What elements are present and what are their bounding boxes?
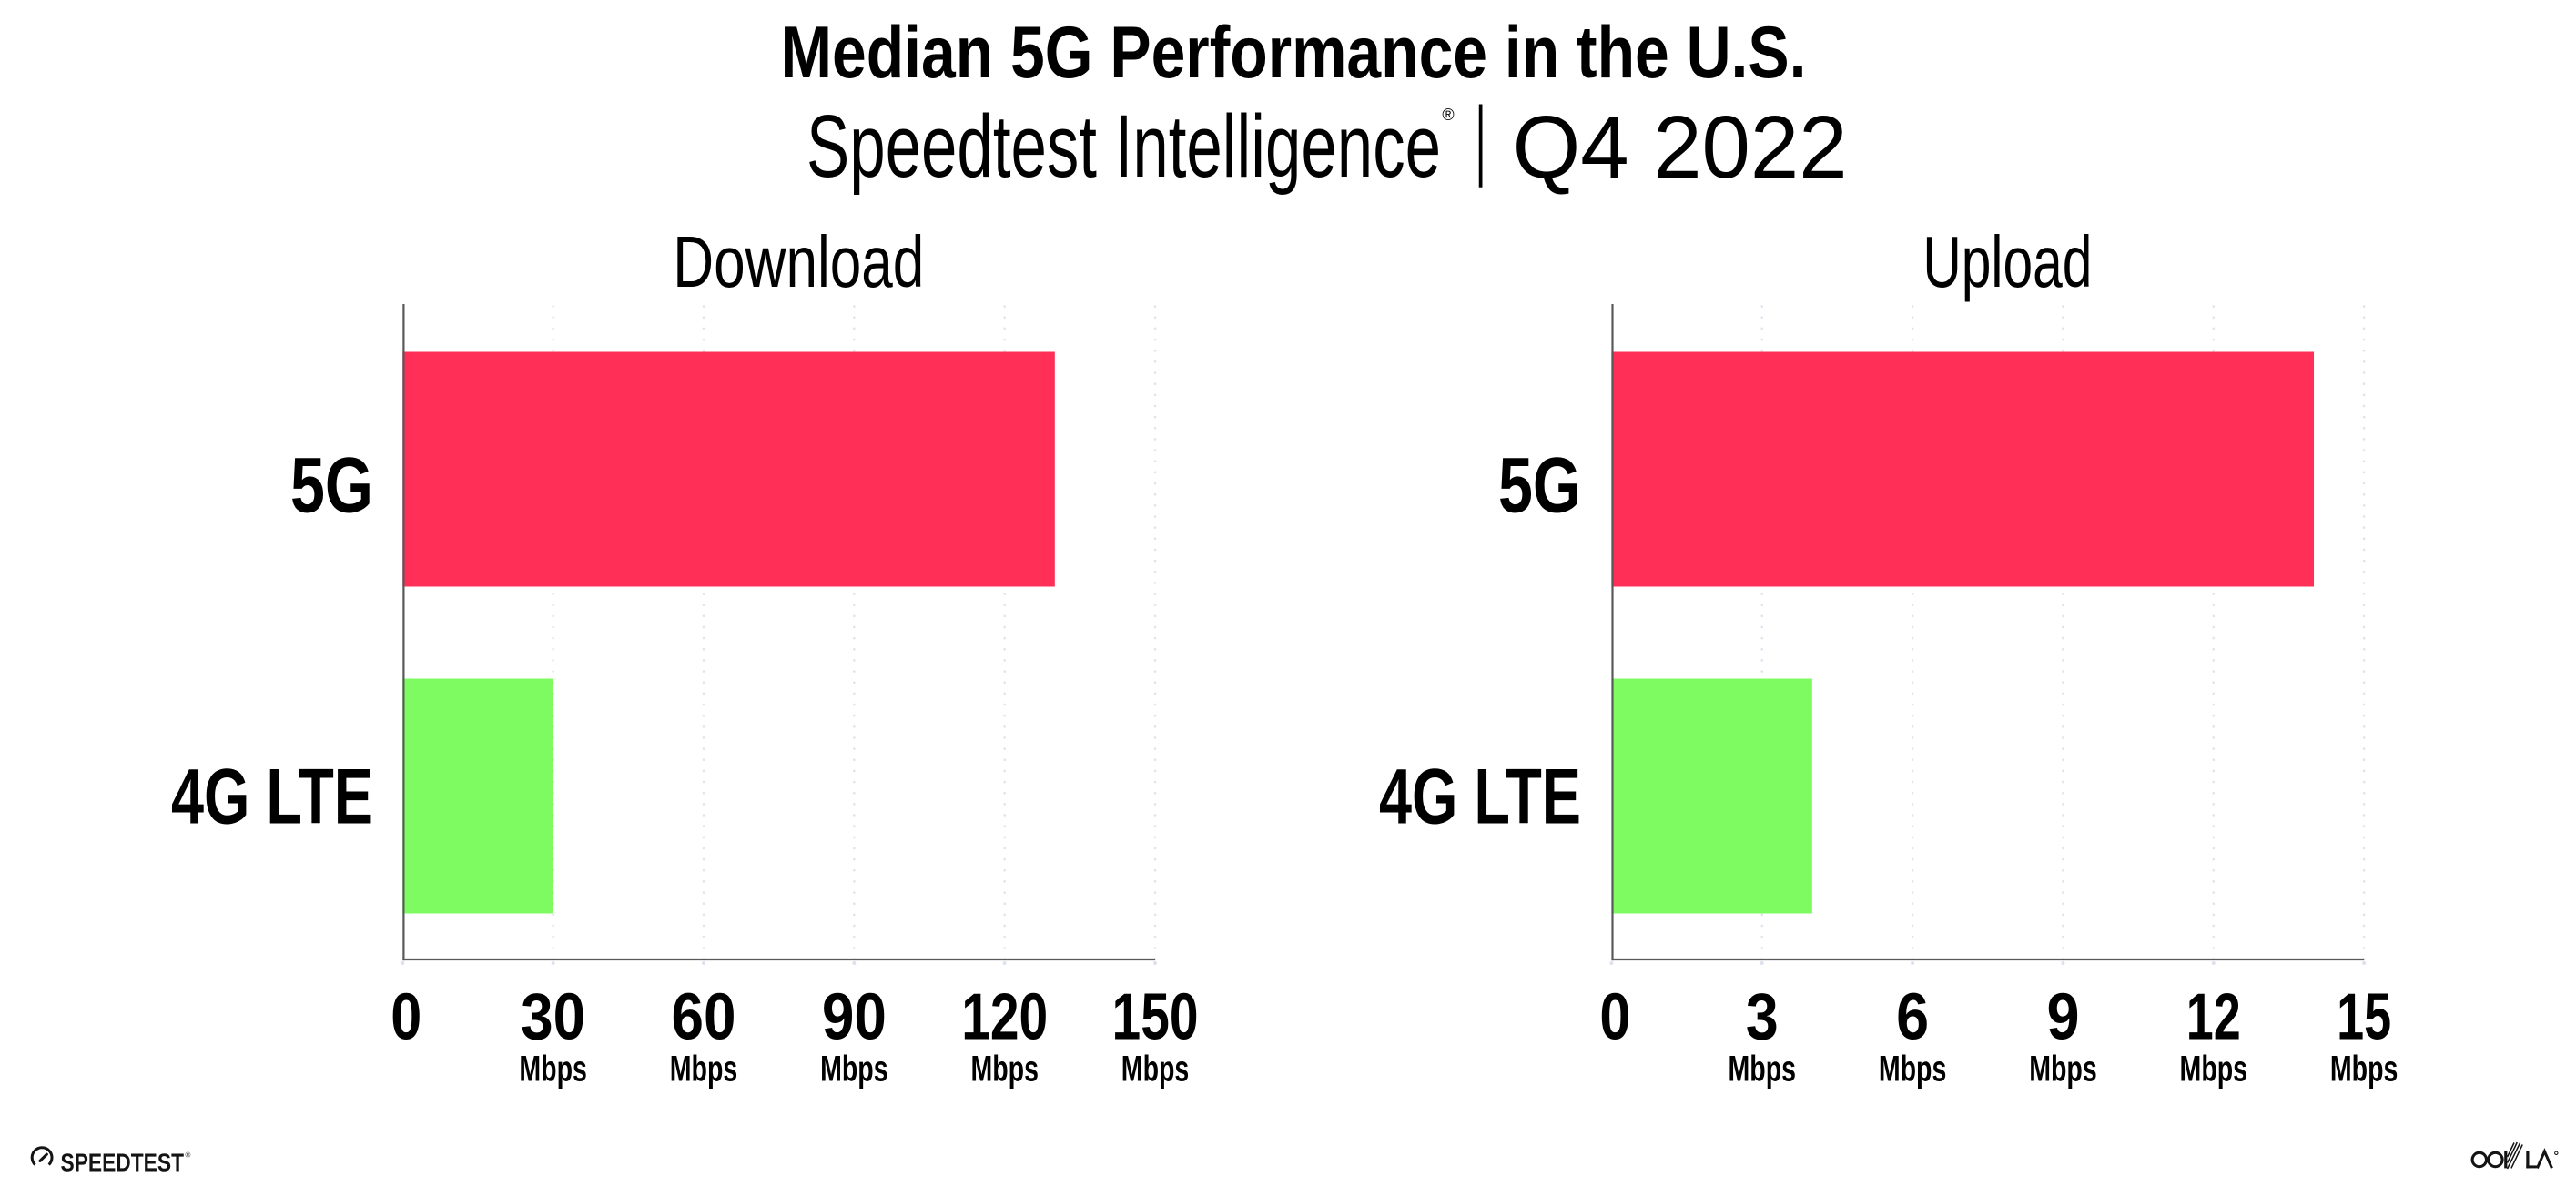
x-tick-label: 150 [1112, 980, 1199, 1053]
download-x-tick-labels: 0 30 60 90 120 150 Mbps Mbps Mbps Mbps M… [390, 980, 1198, 1089]
x-tick-label: 9 [2046, 980, 2079, 1053]
subtitle-separator: | [1476, 88, 1486, 188]
chart-title: Median 5G Performance in the U.S. [781, 12, 1807, 94]
ookla-logo [2470, 1141, 2559, 1170]
upload-bar-5g [1611, 351, 2315, 587]
subtitle-registered-icon: ® [1442, 106, 1454, 124]
download-bar-4glte [402, 678, 553, 914]
subtitle-brand: Speedtest Intelligence [806, 96, 1441, 196]
ookla-letter-a [2536, 1148, 2553, 1170]
ookla-letter-o1 [2470, 1151, 2489, 1169]
ookla-letter-k [2504, 1141, 2523, 1170]
upload-label-5g: 5G [1498, 442, 1581, 530]
x-tick-unit-label: Mbps [970, 1050, 1039, 1090]
x-tick-unit-label: Mbps [2029, 1050, 2097, 1090]
x-tick-label: 3 [1746, 980, 1779, 1053]
upload-panel: Upload 5G 4G LTE 0 3 [1379, 221, 2398, 1090]
download-panel: Download 5G 4G LTE 0 3 [171, 221, 1199, 1090]
download-label-4glte: 4G LTE [171, 754, 373, 841]
x-tick-unit-label: Mbps [2180, 1050, 2248, 1090]
download-bar-5g [402, 351, 1055, 587]
tick-mark [401, 961, 405, 965]
speedtest-wordmark: SPEEDTEST [61, 1149, 185, 1177]
tick-mark [1760, 961, 1764, 965]
download-panel-title: Download [673, 221, 924, 302]
tick-mark [852, 961, 857, 965]
upload-label-4glte: 4G LTE [1379, 754, 1581, 841]
speedtest-logo: SPEEDTEST ® [30, 1146, 191, 1177]
speedtest-gauge-icon [30, 1146, 54, 1166]
tick-mark [702, 961, 705, 965]
x-tick-label: 6 [1896, 980, 1929, 1053]
tick-mark [1609, 961, 1614, 965]
subtitle-period: Q4 2022 [1513, 97, 1848, 197]
tick-mark [1911, 961, 1915, 965]
x-tick-label: 0 [390, 980, 421, 1053]
x-tick-unit-label: Mbps [670, 1050, 738, 1090]
x-tick-unit-label: Mbps [2330, 1050, 2399, 1090]
tick-mark [551, 961, 555, 965]
x-tick-label: 120 [961, 980, 1048, 1053]
x-tick-unit-label: Mbps [519, 1050, 587, 1090]
x-tick-unit-label: Mbps [1729, 1050, 1797, 1090]
x-tick-unit-label: Mbps [1121, 1050, 1190, 1090]
ookla-letter-o2 [2487, 1151, 2504, 1169]
tick-mark [1153, 961, 1158, 965]
ookla-letter-l [2526, 1151, 2537, 1169]
download-tick-marks [401, 961, 1158, 965]
tick-mark [2211, 961, 2216, 965]
tick-mark [1002, 961, 1007, 965]
x-tick-label: 90 [822, 980, 887, 1053]
x-tick-label: 0 [1599, 980, 1630, 1053]
x-tick-label: 15 [2337, 980, 2391, 1053]
ookla-registered-icon [2554, 1151, 2559, 1156]
upload-bar-4glte [1611, 678, 1812, 914]
x-tick-unit-label: Mbps [1879, 1050, 1947, 1090]
x-tick-label: 60 [672, 980, 736, 1053]
upload-tick-marks [1609, 961, 2367, 965]
tick-mark [2061, 961, 2065, 965]
x-tick-label: 30 [521, 980, 585, 1053]
upload-x-tick-labels: 0 3 6 9 12 15 Mbps Mbps Mbps Mbps Mbps [1599, 980, 2398, 1089]
chart-subtitle: Speedtest Intelligence ® | Q4 2022 [806, 88, 1848, 197]
x-tick-unit-label: Mbps [820, 1050, 888, 1090]
download-label-5g: 5G [290, 442, 373, 530]
upload-panel-title: Upload [1922, 221, 2092, 302]
speedtest-registered-icon: ® [186, 1151, 191, 1160]
tick-mark [2362, 961, 2367, 965]
x-tick-label: 12 [2186, 980, 2241, 1053]
